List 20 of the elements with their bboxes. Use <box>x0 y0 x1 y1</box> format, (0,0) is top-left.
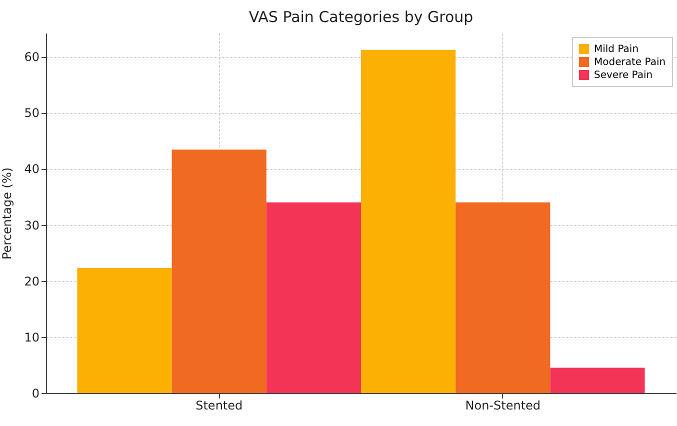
bar <box>550 368 645 393</box>
y-tick-label: 10 <box>24 330 40 344</box>
legend-label: Severe Pain <box>594 70 653 81</box>
bar <box>77 268 172 393</box>
y-tick-label: 40 <box>24 162 40 176</box>
legend-label: Mild Pain <box>594 44 639 55</box>
bar <box>456 202 550 393</box>
y-tick-label: 30 <box>24 218 40 232</box>
bar <box>266 202 361 393</box>
x-tick-label: Stented <box>196 398 243 412</box>
y-tick-label: 60 <box>24 50 40 64</box>
y-tick-label: 50 <box>24 106 40 120</box>
legend-label: Moderate Pain <box>594 57 666 68</box>
chart-title: VAS Pain Categories by Group <box>248 8 474 26</box>
y-axis-title: Percentage (%) <box>0 167 14 260</box>
bar <box>172 150 266 393</box>
bar <box>361 50 456 393</box>
y-tick-label: 20 <box>24 274 40 288</box>
y-tick-label: 0 <box>32 386 40 400</box>
x-tick-label: Non-Stented <box>465 398 541 412</box>
